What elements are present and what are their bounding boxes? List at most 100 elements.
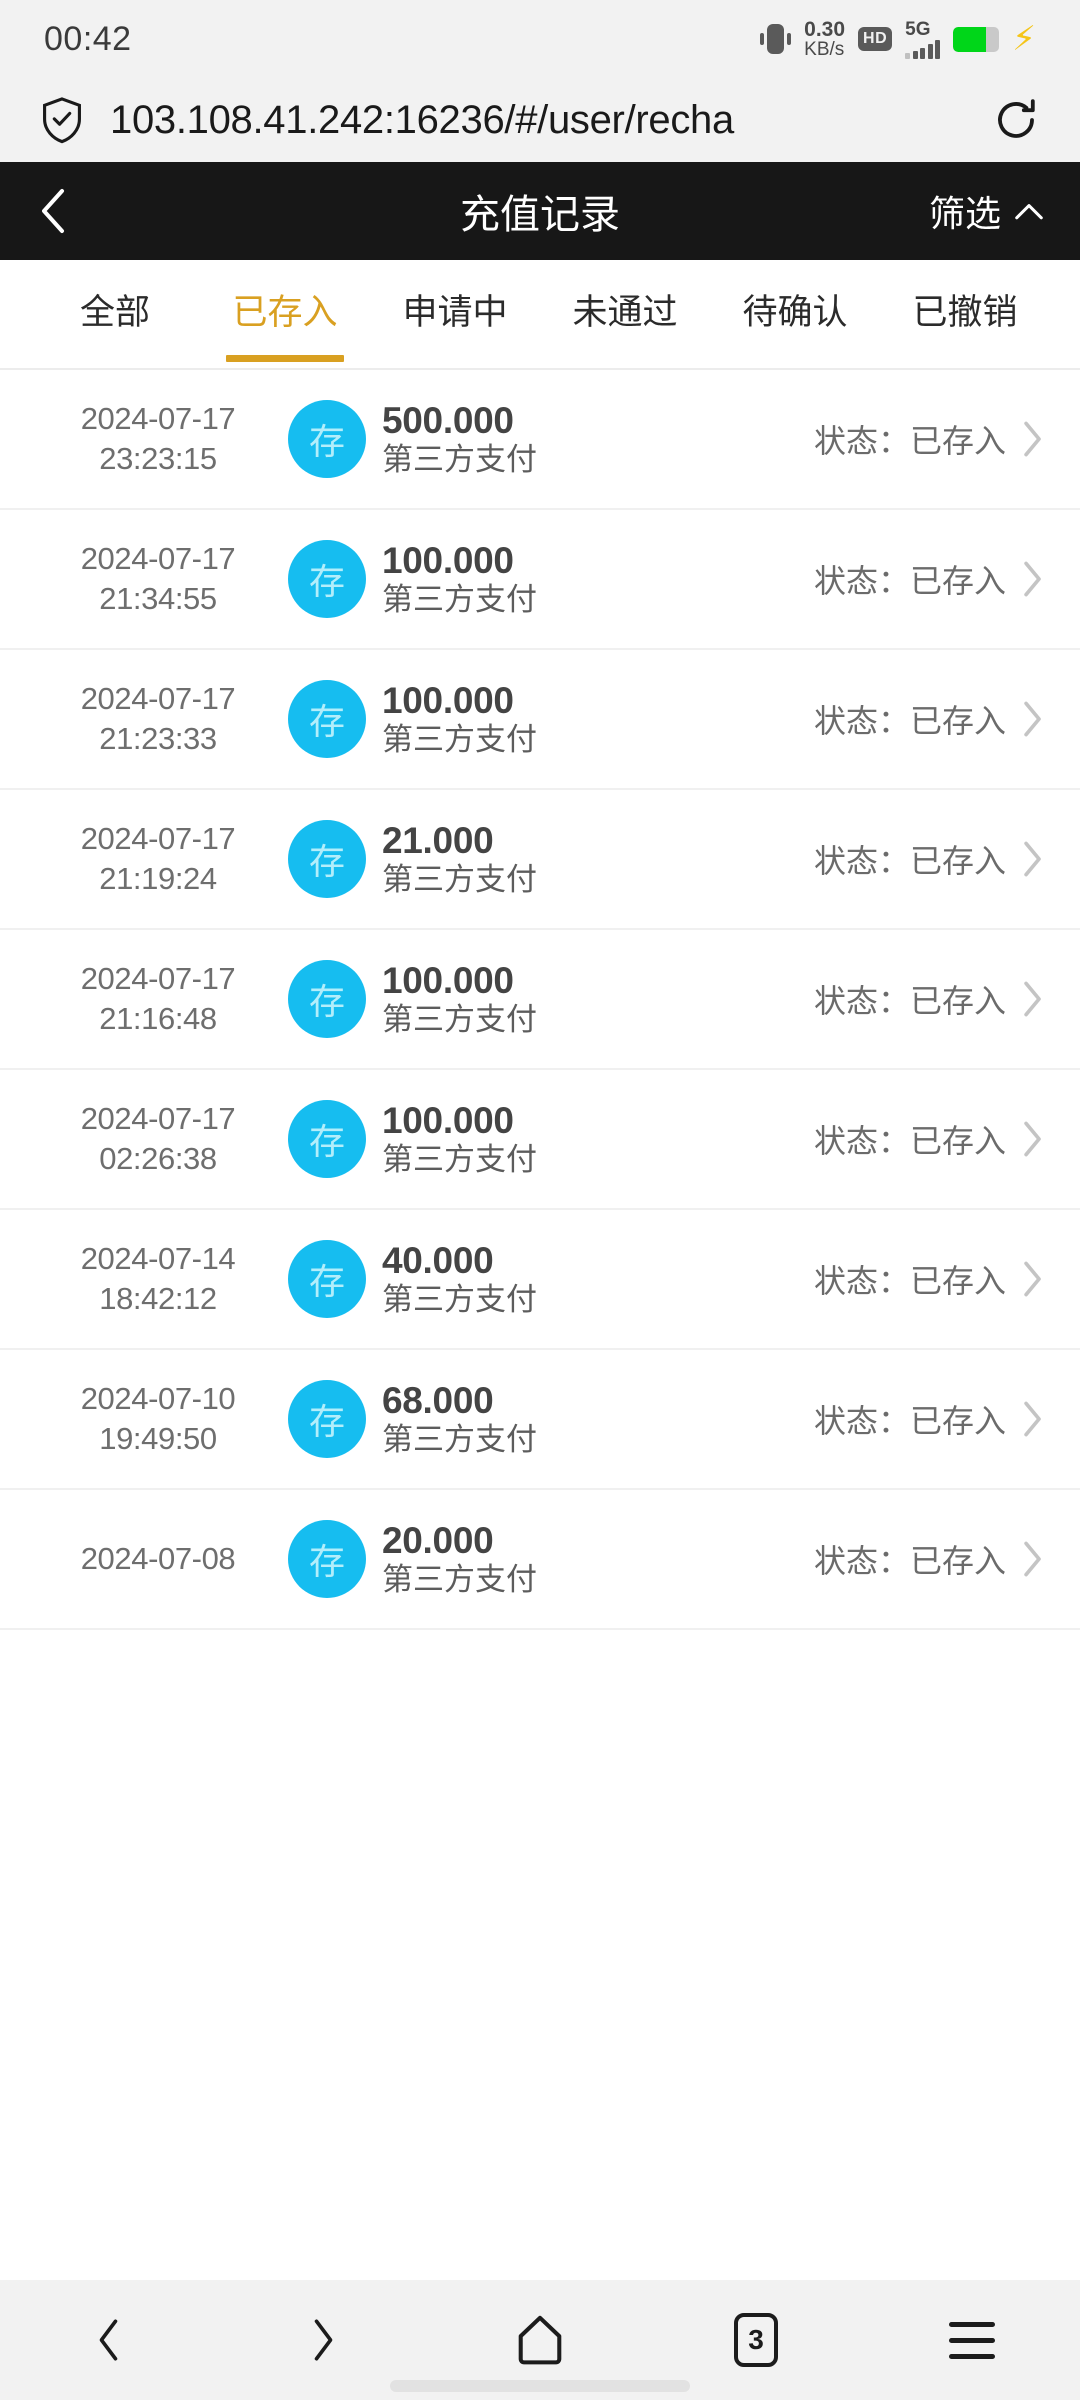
record-amount: 100.000 <box>382 959 514 1001</box>
status-icons: 0.30 KB/s HD 5G ⚡ <box>760 19 1036 59</box>
browser-url-bar[interactable]: 103.108.41.242:16236/#/user/recha <box>0 78 1080 162</box>
record-status: 状态：已存入 <box>813 1403 1006 1439</box>
record-amount: 20.000 <box>382 1519 494 1561</box>
recharge-record-list[interactable]: 2024-07-17 23:23:15 存 500.000 第三方支付 状态：已存入 202… <box>0 370 1080 2280</box>
record-status-block[interactable]: 状态：已存入 <box>814 836 1046 882</box>
tab-label: 已撤销 <box>912 293 1018 332</box>
record-status-block[interactable]: 状态：已存入 <box>814 696 1046 742</box>
nav-menu-button[interactable] <box>864 2280 1080 2400</box>
status-clock: 00:42 <box>44 19 132 58</box>
record-status-block[interactable]: 状态：已存入 <box>814 1536 1046 1582</box>
record-time: 19:49:50 <box>99 1421 217 1456</box>
deposit-badge-icon: 存 <box>288 540 366 618</box>
browser-bottom-nav[interactable]: 3 <box>0 2280 1080 2400</box>
nav-back-button[interactable] <box>0 2280 216 2400</box>
tab-0[interactable]: 全部 <box>30 260 200 368</box>
record-amount-block: 21.000 第三方支付 <box>382 820 642 899</box>
deposit-badge-icon: 存 <box>288 1380 366 1458</box>
record-amount-block: 40.000 第三方支付 <box>382 1240 642 1319</box>
record-status-block[interactable]: 状态：已存入 <box>814 1256 1046 1302</box>
record-datetime: 2024-07-17 21:16:48 <box>34 959 282 1040</box>
record-status-block[interactable]: 状态：已存入 <box>814 556 1046 602</box>
page-title: 充值记录 <box>460 193 620 237</box>
right-chevron-icon <box>1024 1401 1041 1437</box>
right-chevron-icon <box>1024 841 1041 877</box>
record-row[interactable]: 2024-07-08 存 20.000 第三方支付 状态：已存入 <box>0 1490 1080 1630</box>
record-date: 2024-07-17 <box>80 960 236 996</box>
nav-home-button[interactable] <box>432 2280 648 2400</box>
record-status: 状态：已存入 <box>813 423 1006 459</box>
record-status: 状态：已存入 <box>813 1263 1006 1299</box>
record-row[interactable]: 2024-07-17 21:16:48 存 100.000 第三方支付 状态：已存入 <box>0 930 1080 1070</box>
record-datetime: 2024-07-10 19:49:50 <box>34 1379 282 1460</box>
record-date: 2024-07-17 <box>80 540 236 576</box>
record-datetime: 2024-07-17 23:23:15 <box>34 399 282 480</box>
right-chevron-icon <box>1024 701 1041 737</box>
tab-5[interactable]: 已撤销 <box>880 260 1050 368</box>
record-row[interactable]: 2024-07-17 21:34:55 存 100.000 第三方支付 状态：已存入 <box>0 510 1080 650</box>
nav-forward-button[interactable] <box>216 2280 432 2400</box>
record-amount: 68.000 <box>382 1379 494 1421</box>
tab-4[interactable]: 待确认 <box>710 260 880 368</box>
record-status-block[interactable]: 状态：已存入 <box>814 1396 1046 1442</box>
deposit-badge-icon: 存 <box>288 680 366 758</box>
tab-label: 待确认 <box>742 293 848 332</box>
network-speed-value: 0.30 <box>804 18 846 41</box>
nav-forward-icon <box>314 2319 333 2361</box>
right-chevron-icon <box>1024 421 1041 457</box>
status-filter-tabs[interactable]: 全部 已存入 申请中 未通过 待确认 已撤销 <box>0 260 1080 368</box>
network-speed-unit: KB/s <box>804 39 845 60</box>
tabs-divider <box>0 368 1080 370</box>
record-channel: 第三方支付 <box>382 1002 537 1038</box>
nav-menu-icon <box>949 2321 995 2359</box>
record-datetime: 2024-07-17 21:19:24 <box>34 819 282 900</box>
record-row[interactable]: 2024-07-17 21:23:33 存 100.000 第三方支付 状态：已存入 <box>0 650 1080 790</box>
nav-back-icon <box>99 2319 118 2361</box>
record-status: 状态：已存入 <box>813 843 1006 879</box>
record-row[interactable]: 2024-07-17 02:26:38 存 100.000 第三方支付 状态：已存入 <box>0 1070 1080 1210</box>
record-row[interactable]: 2024-07-10 19:49:50 存 68.000 第三方支付 状态：已存入 <box>0 1350 1080 1490</box>
record-row[interactable]: 2024-07-14 18:42:12 存 40.000 第三方支付 状态：已存入 <box>0 1210 1080 1350</box>
record-status: 状态：已存入 <box>813 703 1006 739</box>
hd-icon: HD <box>858 27 893 51</box>
network-type-label: 5G <box>905 18 931 40</box>
network-speed-indicator: 0.30 KB/s <box>804 19 845 59</box>
right-chevron-icon <box>1024 1261 1041 1297</box>
deposit-badge-icon: 存 <box>288 960 366 1038</box>
record-datetime: 2024-07-08 <box>34 1539 282 1579</box>
record-status-block[interactable]: 状态：已存入 <box>814 416 1046 462</box>
tab-label: 申请中 <box>402 293 508 332</box>
record-time: 18:42:12 <box>99 1281 217 1316</box>
tab-2[interactable]: 申请中 <box>370 260 540 368</box>
record-date: 2024-07-17 <box>80 1100 236 1136</box>
caret-up-icon <box>1015 204 1043 220</box>
record-amount: 100.000 <box>382 1099 514 1141</box>
deposit-badge-icon: 存 <box>288 1240 366 1318</box>
record-amount-block: 100.000 第三方支付 <box>382 960 642 1039</box>
deposit-badge-icon: 存 <box>288 1100 366 1178</box>
reload-icon[interactable] <box>992 96 1040 144</box>
record-amount-block: 100.000 第三方支付 <box>382 540 642 619</box>
record-status-block[interactable]: 状态：已存入 <box>814 976 1046 1022</box>
record-time: 21:23:33 <box>99 721 217 756</box>
back-chevron-icon[interactable] <box>36 187 70 235</box>
nav-tabs-button[interactable]: 3 <box>648 2280 864 2400</box>
record-date: 2024-07-17 <box>80 820 236 856</box>
deposit-badge-icon: 存 <box>288 1520 366 1598</box>
record-datetime: 2024-07-17 02:26:38 <box>34 1099 282 1180</box>
tab-3[interactable]: 未通过 <box>540 260 710 368</box>
record-row[interactable]: 2024-07-17 21:19:24 存 21.000 第三方支付 状态：已存入 <box>0 790 1080 930</box>
tab-1[interactable]: 已存入 <box>200 260 370 368</box>
record-channel: 第三方支付 <box>382 1282 537 1318</box>
record-row[interactable]: 2024-07-17 23:23:15 存 500.000 第三方支付 状态：已存入 <box>0 370 1080 510</box>
url-text[interactable]: 103.108.41.242:16236/#/user/recha <box>110 97 734 142</box>
tab-label: 未通过 <box>572 293 678 332</box>
shield-check-icon <box>43 97 81 144</box>
record-channel: 第三方支付 <box>382 862 537 898</box>
record-status-block[interactable]: 状态：已存入 <box>814 1116 1046 1162</box>
tab-label: 已存入 <box>232 293 338 332</box>
right-chevron-icon <box>1024 1541 1041 1577</box>
filter-button[interactable]: 筛选 <box>929 185 1044 237</box>
record-date: 2024-07-10 <box>80 1380 236 1416</box>
